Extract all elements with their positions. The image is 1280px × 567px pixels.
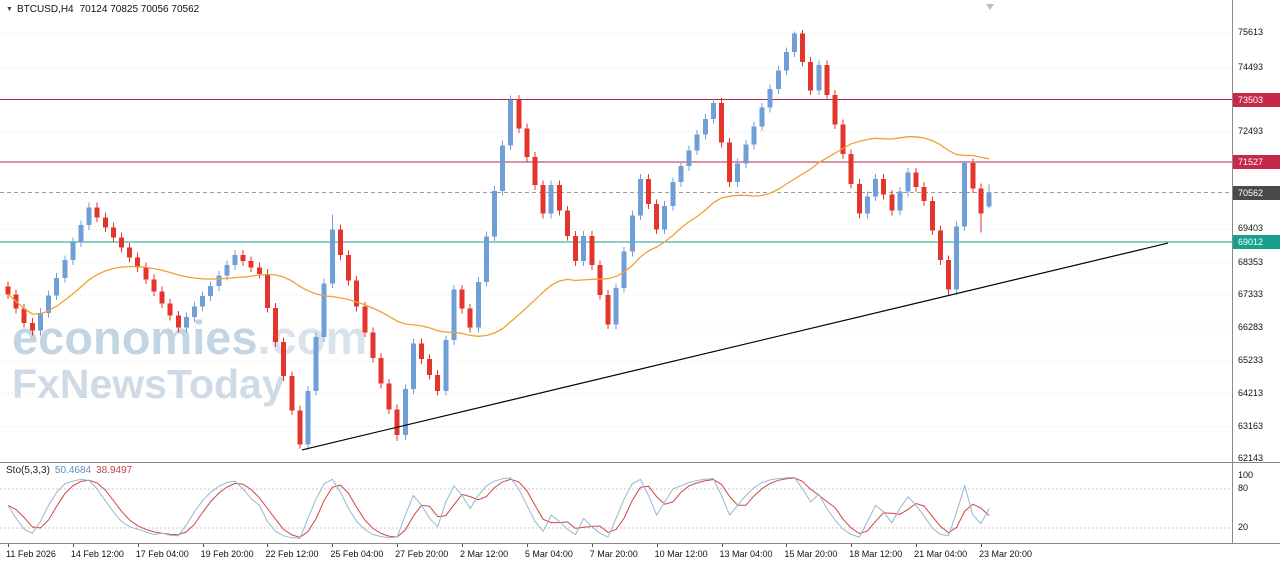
price-tick-label: 72493 xyxy=(1238,125,1264,136)
price-tick-label: 74493 xyxy=(1238,62,1264,73)
time-tick-label: 10 Mar 12:00 xyxy=(654,549,708,559)
time-tick-label: 5 Mar 04:00 xyxy=(524,549,573,559)
price-line-badge: 70562 xyxy=(1233,185,1280,200)
time-tick xyxy=(526,544,528,547)
time-tick-label: 19 Feb 20:00 xyxy=(200,549,254,559)
stoch-d-value: 38.9497 xyxy=(96,465,133,476)
price-line-badge: 71527 xyxy=(1233,155,1280,170)
price-chart[interactable] xyxy=(0,0,1233,462)
stoch-tick-label: 20 xyxy=(1238,522,1249,532)
time-tick-label: 15 Mar 20:00 xyxy=(784,549,838,559)
time-tick-label: 22 Feb 12:00 xyxy=(265,549,319,559)
price-tick-label: 67333 xyxy=(1238,288,1264,299)
watermark-brand: economies.com xyxy=(12,311,368,364)
price-tick-label: 66283 xyxy=(1238,322,1264,333)
watermark-line2: FxNewsToday xyxy=(12,361,285,407)
price-tick-label: 64213 xyxy=(1238,387,1264,398)
price-lines xyxy=(0,99,1233,243)
stoch-k-value: 50.4684 xyxy=(54,465,92,476)
time-tick-label: 21 Mar 04:00 xyxy=(914,549,968,559)
moving-average-line xyxy=(7,136,990,337)
time-tick xyxy=(397,544,399,547)
price-tick-label: 68353 xyxy=(1238,256,1264,267)
time-tick-label: 7 Mar 20:00 xyxy=(589,549,638,559)
time-tick xyxy=(851,544,853,547)
time-tick-label: 11 Feb 2026 xyxy=(6,549,56,559)
time-tick-label: 14 Feb 12:00 xyxy=(70,549,124,559)
price-tick-label: 62143 xyxy=(1238,453,1264,463)
time-tick xyxy=(656,544,658,547)
time-tick xyxy=(591,544,593,547)
watermark: economies.com FxNewsToday xyxy=(12,314,367,405)
time-tick xyxy=(8,544,9,547)
panel-separator[interactable] xyxy=(0,462,1280,463)
chart-title: ▼ BTCUSD,H4 70124 70825 70056 70562 xyxy=(6,4,199,15)
axis-separator xyxy=(0,543,1280,544)
indicator-name: Sto(5,3,3) xyxy=(6,465,50,476)
time-tick-label: 2 Mar 12:00 xyxy=(460,549,509,559)
price-tick-label: 69403 xyxy=(1238,223,1264,234)
time-tick xyxy=(916,544,918,547)
time-axis[interactable]: 11 Feb 2026 14 Feb 12:00 17 Feb 04:00 19 Fe… xyxy=(0,543,1280,567)
symbol-dropdown-icon[interactable]: ▼ xyxy=(6,6,13,13)
indicator-label: Sto(5,3,3) 50.4684 38.9497 xyxy=(6,465,132,476)
time-tick-label: 23 Mar 20:00 xyxy=(978,549,1032,559)
time-tick xyxy=(462,544,464,547)
time-tick-label: 27 Feb 20:00 xyxy=(395,549,449,559)
candles-series xyxy=(5,30,992,450)
price-tick-label: 65233 xyxy=(1238,355,1264,366)
symbol-timeframe: BTCUSD,H4 xyxy=(16,4,74,15)
time-tick xyxy=(72,544,74,547)
time-tick-label: 18 Mar 12:00 xyxy=(849,549,903,559)
stoch-tick-label: 80 xyxy=(1238,483,1249,493)
stoch-main-line xyxy=(7,476,990,539)
stoch-tick-label: 100 xyxy=(1238,470,1254,480)
ohlc-values: 70124 70825 70056 70562 xyxy=(79,4,200,15)
time-tick-label: 13 Mar 04:00 xyxy=(719,549,773,559)
time-tick xyxy=(137,544,139,547)
time-tick xyxy=(786,544,788,547)
time-tick xyxy=(267,544,269,547)
time-tick xyxy=(332,544,334,547)
time-tick-label: 17 Feb 04:00 xyxy=(135,549,189,559)
trendline[interactable] xyxy=(301,242,1169,451)
price-scale-column[interactable]: 75613 74493 72493 69403 68353 67333 66283 65233… xyxy=(1233,0,1280,543)
price-tick-label: 75613 xyxy=(1238,27,1264,37)
price-line-badge: 69012 xyxy=(1233,234,1280,249)
stochastic-chart[interactable] xyxy=(0,463,1233,543)
time-tick-label: 25 Feb 04:00 xyxy=(330,549,384,559)
time-tick xyxy=(721,544,723,547)
stoch-signal-line xyxy=(7,477,990,538)
price-line-badge: 73503 xyxy=(1233,92,1280,107)
time-tick xyxy=(980,544,982,547)
time-tick xyxy=(202,544,204,547)
price-tick-label: 63163 xyxy=(1238,420,1264,431)
scale-separator xyxy=(1232,0,1233,543)
h-gridlines xyxy=(0,32,1233,460)
chart-shift-marker-icon xyxy=(986,4,994,10)
